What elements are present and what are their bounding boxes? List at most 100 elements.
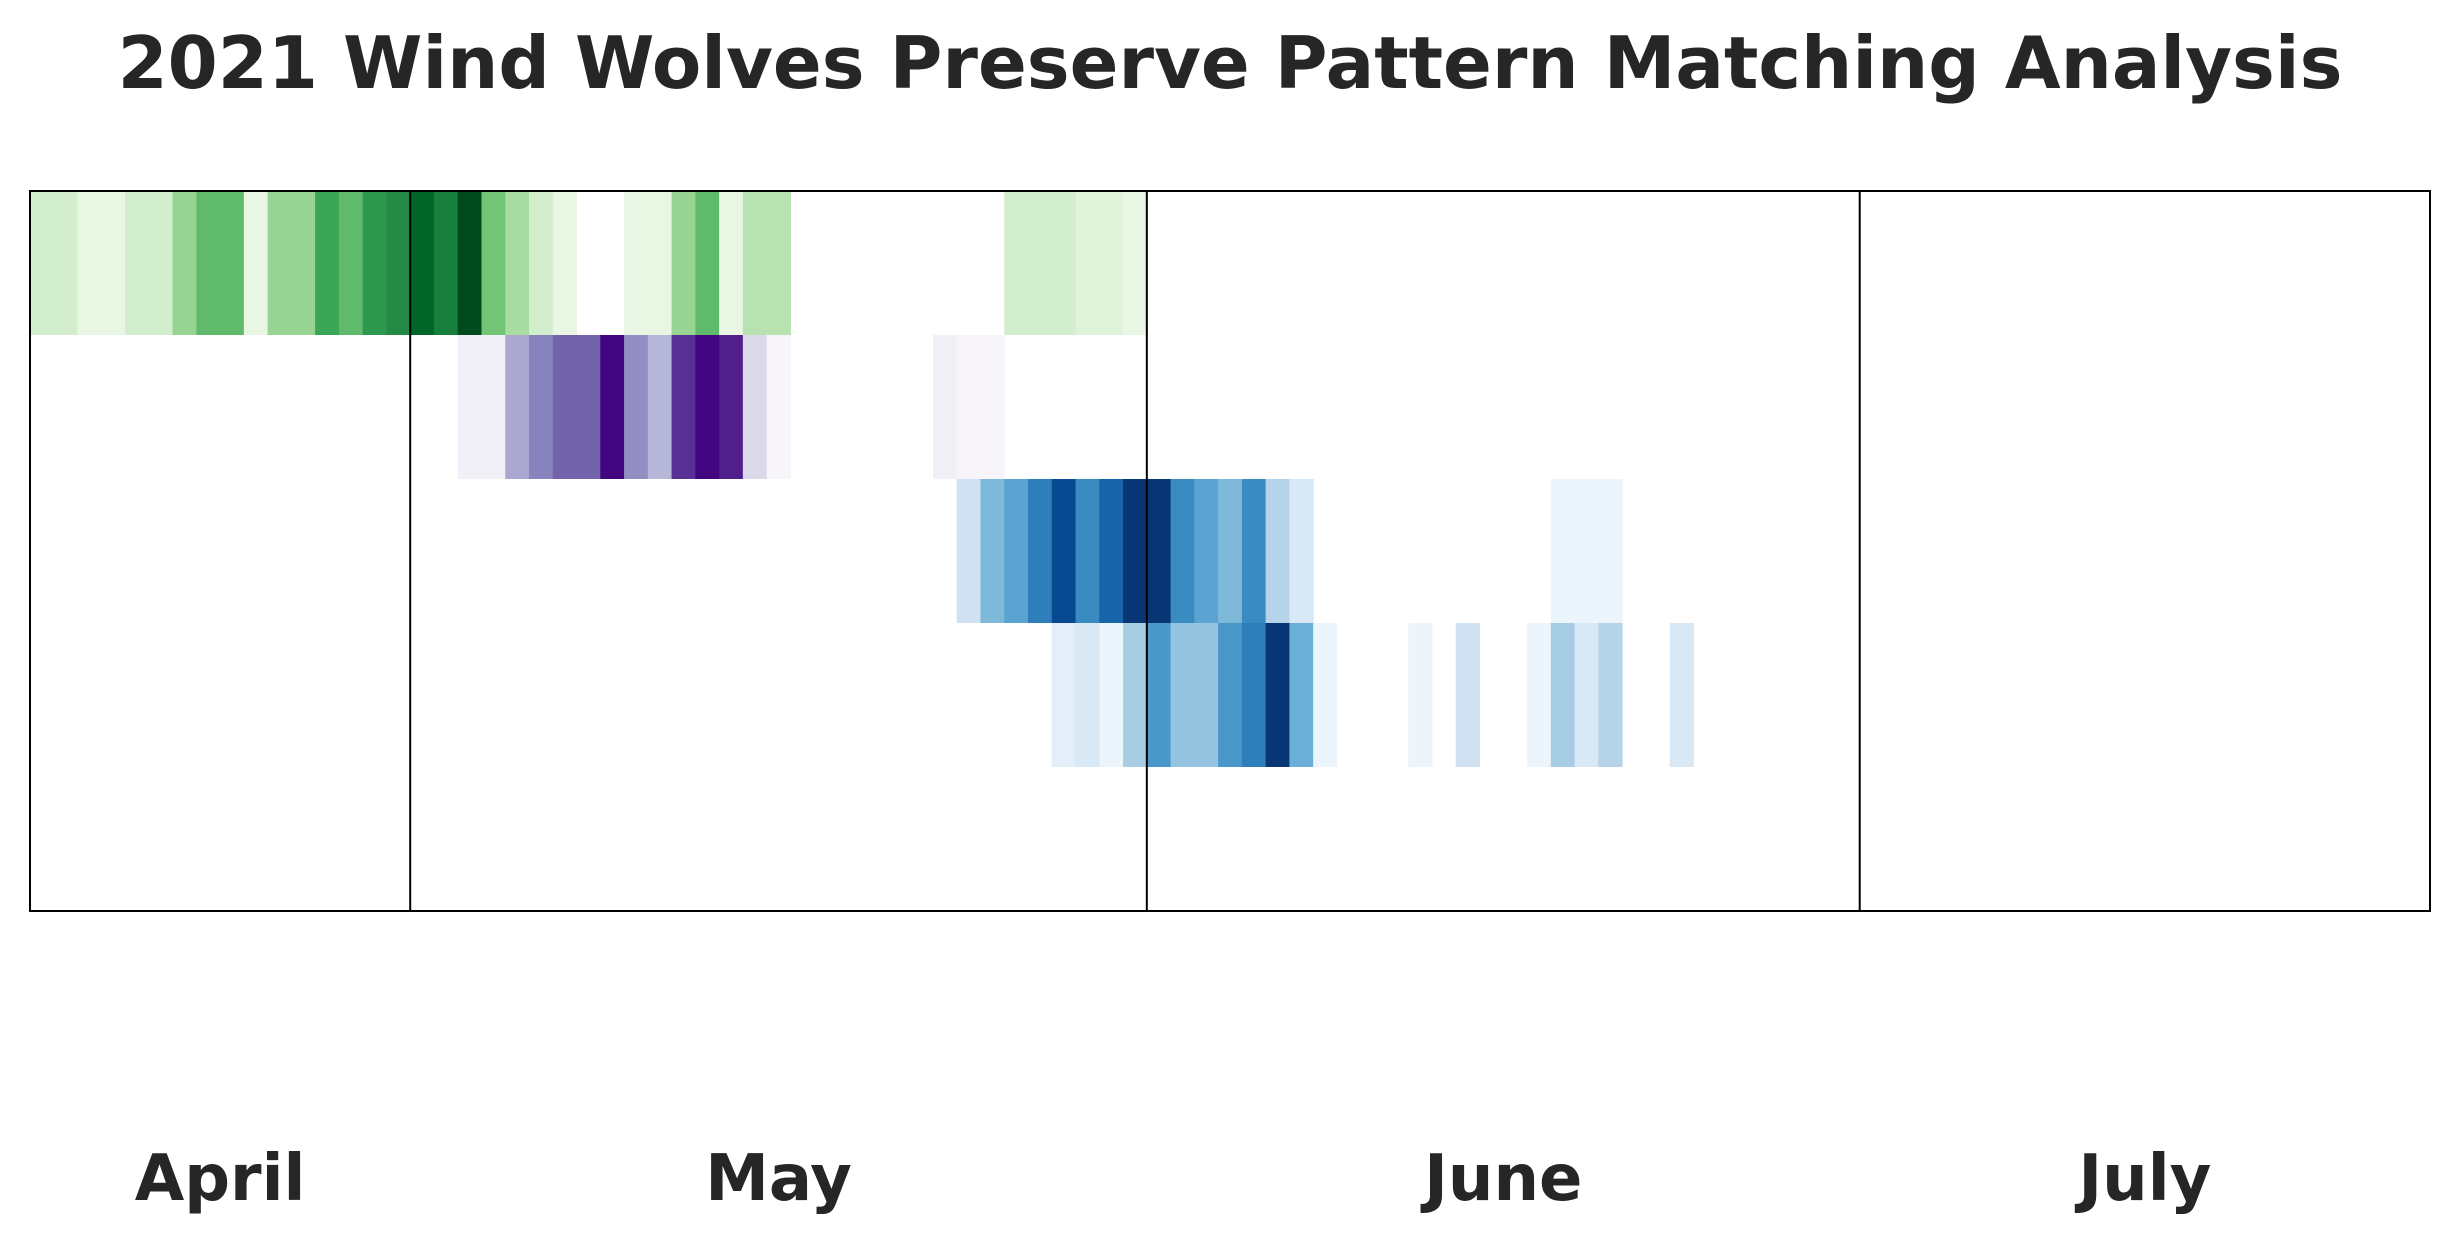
heatmap-cell xyxy=(1075,479,1100,623)
heatmap-cell xyxy=(1550,623,1576,767)
heatmap-cell xyxy=(600,335,625,479)
heatmap-cell xyxy=(505,335,530,479)
heatmap-cell xyxy=(956,335,982,479)
heatmap-cell xyxy=(1075,191,1100,335)
heatmap-cell xyxy=(529,335,554,479)
month-label: May xyxy=(705,1142,852,1216)
heatmap-cell xyxy=(647,191,673,335)
heatmap-cell xyxy=(719,191,744,335)
heatmap-cell xyxy=(1075,623,1100,767)
heatmap-cell xyxy=(1123,479,1148,623)
heatmap-cell xyxy=(77,191,102,335)
heatmap-cell xyxy=(1218,623,1243,767)
month-label: April xyxy=(135,1142,306,1216)
heatmap-cell xyxy=(576,335,601,479)
heatmap-cell xyxy=(148,191,174,335)
heatmap-cell xyxy=(671,191,696,335)
heatmap-cell xyxy=(433,191,459,335)
month-label: July xyxy=(2074,1142,2211,1216)
heatmap-cell xyxy=(410,191,435,335)
heatmap-cell xyxy=(481,335,506,479)
heatmap-cell xyxy=(220,191,245,335)
heatmap-cell xyxy=(1194,623,1219,767)
heatmap-cell xyxy=(1598,479,1623,623)
heatmap-cell xyxy=(552,191,578,335)
heatmap-cell xyxy=(267,191,292,335)
heatmap-cells xyxy=(30,191,1694,767)
heatmap-cell xyxy=(1313,623,1338,767)
heatmap-cell xyxy=(1669,623,1694,767)
heatmap-cell xyxy=(1099,191,1124,335)
heatmap-cell xyxy=(671,335,696,479)
heatmap-cell xyxy=(1574,479,1599,623)
heatmap-cell xyxy=(315,191,340,335)
month-labels: April May June July xyxy=(135,1142,2212,1216)
heatmap-cell xyxy=(481,191,506,335)
heatmap-cell xyxy=(695,191,720,335)
heatmap-cell xyxy=(980,479,1005,623)
chart-title: 2021 Wind Wolves Preserve Pattern Matchi… xyxy=(118,21,2343,105)
plot-frame xyxy=(29,190,2431,912)
heatmap-cell xyxy=(53,191,79,335)
heatmap-cell xyxy=(30,191,55,335)
heatmap-cell xyxy=(1051,191,1077,335)
heatmap-cell xyxy=(552,335,578,479)
heatmap-cell xyxy=(1408,623,1433,767)
heatmap-cell xyxy=(932,335,958,479)
heatmap-cell xyxy=(1028,479,1053,623)
heatmap-cell xyxy=(1051,623,1077,767)
heatmap-cell xyxy=(1598,623,1623,767)
heatmap-cell xyxy=(742,335,768,479)
heatmap-cell xyxy=(1004,191,1029,335)
heatmap-cell xyxy=(980,335,1005,479)
heatmap-cell xyxy=(457,191,483,335)
heatmap-cell xyxy=(1265,479,1290,623)
heatmap-cell xyxy=(1218,479,1243,623)
heatmap-cell xyxy=(196,191,221,335)
heatmap-cell xyxy=(362,191,388,335)
heatmap-cell xyxy=(1241,623,1267,767)
heatmap-cell xyxy=(1146,623,1172,767)
heatmap-cell xyxy=(1550,479,1576,623)
heatmap-cell xyxy=(1455,623,1481,767)
heatmap-cell xyxy=(243,191,269,335)
heatmap-cell xyxy=(719,335,744,479)
heatmap-cell xyxy=(1004,479,1029,623)
heatmap-cell xyxy=(1289,479,1314,623)
heatmap-cell xyxy=(766,335,791,479)
heatmap-cell xyxy=(624,335,649,479)
heatmap-cell xyxy=(1241,479,1267,623)
heatmap-cell xyxy=(1123,623,1148,767)
heatmap-cell xyxy=(1028,191,1053,335)
heatmap-cell xyxy=(1099,479,1124,623)
heatmap-cell xyxy=(695,335,720,479)
heatmap-cell xyxy=(338,191,364,335)
heatmap-cell xyxy=(1051,479,1077,623)
heatmap-cell xyxy=(291,191,316,335)
heatmap-cell xyxy=(386,191,411,335)
heatmap-cell xyxy=(1574,623,1599,767)
heatmap-cell xyxy=(125,191,150,335)
heatmap-cell xyxy=(1099,623,1124,767)
heatmap-cell xyxy=(1146,479,1172,623)
heatmap-cell xyxy=(529,191,554,335)
heatmap-cell xyxy=(742,191,768,335)
heatmap-cell xyxy=(505,191,530,335)
heatmap-cell xyxy=(956,479,982,623)
heatmap-cell xyxy=(1289,623,1314,767)
heatmap-cell xyxy=(1194,479,1219,623)
heatmap-cell xyxy=(457,335,483,479)
heatmap-cell xyxy=(766,191,791,335)
heatmap-cell xyxy=(1170,623,1195,767)
heatmap-cell xyxy=(624,191,649,335)
heatmap-cell xyxy=(1123,191,1148,335)
heatmap-cell xyxy=(1265,623,1290,767)
heatmap-cell xyxy=(647,335,673,479)
month-label: June xyxy=(1420,1142,1582,1216)
heatmap-cell xyxy=(1170,479,1195,623)
heatmap-cell xyxy=(1527,623,1552,767)
heatmap-cell xyxy=(172,191,197,335)
heatmap-cell xyxy=(101,191,126,335)
month-dividers xyxy=(409,191,1861,911)
